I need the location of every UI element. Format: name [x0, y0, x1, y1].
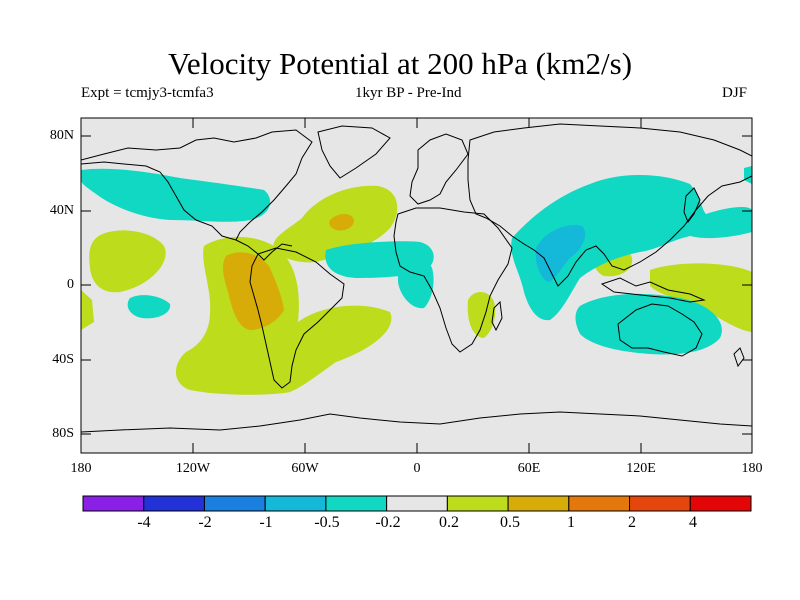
colorbar-label: -1 — [259, 514, 273, 531]
colorbar-label: -0.5 — [314, 514, 340, 531]
colorbar-swatch — [264, 495, 327, 512]
lon-label-180e: 180 — [741, 461, 763, 476]
strong-positive-region-atlantic — [329, 214, 354, 231]
negative-region-australia — [575, 293, 722, 355]
longitude-ticks — [192, 118, 642, 453]
lat-label-40n: 40N — [49, 203, 74, 218]
new-zealand-coast — [733, 347, 745, 368]
south-america-coast — [249, 247, 345, 389]
negative-region-asia-indian-ocean — [511, 175, 752, 321]
experiment-label: Expt = tcmjy3-tcmfa3 — [81, 85, 214, 101]
positive-region-western-edge — [81, 290, 94, 330]
colorbar-label: 0.5 — [500, 514, 520, 531]
lat-label-0: 0 — [67, 277, 74, 292]
lon-label-0: 0 — [413, 461, 421, 476]
colorbar-swatch — [629, 495, 691, 512]
japan-coast — [683, 187, 701, 224]
colorbar-label: 2 — [628, 514, 636, 531]
colorbar — [82, 495, 752, 512]
negative-region-east-pacific — [127, 295, 171, 319]
lon-label-180w: 180 — [70, 461, 92, 476]
colorbar-label: 1 — [567, 514, 575, 531]
colorbar-swatch — [203, 495, 266, 512]
lat-label-80s: 80S — [52, 426, 74, 441]
latitude-ticks — [81, 135, 752, 435]
central-america-coast — [235, 239, 293, 261]
positive-region-central-pacific — [89, 230, 166, 293]
coastlines — [81, 123, 752, 433]
colorbar-swatch — [507, 495, 570, 512]
lat-label-80n: 80N — [49, 128, 74, 143]
lon-label-120w: 120W — [175, 461, 211, 476]
colorbar-swatch — [689, 495, 752, 512]
colorbar-label: -2 — [198, 514, 212, 531]
colorbar-swatch — [82, 495, 145, 512]
north-america-coast — [81, 129, 313, 241]
lat-label-40s: 40S — [52, 352, 74, 367]
colorbar-label: -0.2 — [375, 514, 401, 531]
madagascar-coast — [491, 300, 503, 332]
lon-label-60w: 60W — [291, 461, 319, 476]
positive-region-west-pacific — [650, 263, 752, 332]
colorbar-swatch — [143, 495, 205, 512]
colorbar-label: -4 — [137, 514, 151, 531]
greenland-coast — [317, 125, 391, 179]
period-label: 1kyr BP - Pre-Ind — [355, 85, 462, 101]
maritime-continent-coast — [600, 277, 706, 303]
colorbar-swatch — [446, 495, 509, 512]
contour-fields — [81, 123, 752, 433]
strong-negative-region-india — [535, 225, 586, 282]
strong-positive-region-south-america — [222, 252, 284, 330]
colorbar-swatch — [568, 495, 631, 512]
lon-label-120e: 120E — [626, 461, 656, 476]
plot-title: Velocity Potential at 200 hPa (km2/s) — [167, 46, 633, 81]
colorbar-label: 4 — [689, 514, 697, 531]
colorbar-swatch — [325, 495, 388, 512]
asia-coast — [467, 123, 752, 287]
lon-label-60e: 60E — [517, 461, 541, 476]
australia-coast — [617, 303, 703, 357]
antarctica-coast — [81, 411, 752, 433]
colorbar-swatch — [386, 495, 448, 512]
europe-coast — [409, 133, 469, 205]
colorbar-label: 0.2 — [439, 514, 459, 531]
africa-coast — [393, 207, 513, 353]
season-label: DJF — [722, 85, 748, 101]
negative-region-africa — [398, 258, 434, 309]
